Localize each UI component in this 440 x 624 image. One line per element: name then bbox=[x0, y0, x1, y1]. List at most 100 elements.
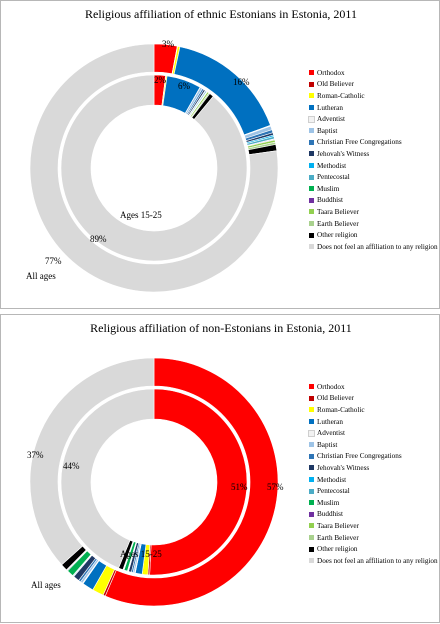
slice-all-ages-does-not-feel-an-affiliation-to-any-religion bbox=[29, 43, 279, 293]
legend-item-christian-free-congregations: Christian Free Congregations bbox=[309, 451, 439, 463]
legend-item-other-religion: Other religion bbox=[309, 229, 439, 241]
label-outer-lutheran: 16% bbox=[233, 77, 250, 87]
legend-item-earth-believer: Earth Believer bbox=[309, 532, 439, 544]
legend-label: Old Believer bbox=[317, 80, 354, 89]
legend-swatch bbox=[308, 429, 315, 437]
legend-swatch bbox=[309, 139, 314, 145]
legend-swatch bbox=[309, 535, 314, 541]
slice-ages-15-25-orthodox bbox=[149, 388, 248, 576]
legend-label: Orthodox bbox=[317, 68, 345, 77]
legend-item-lutheran: Lutheran bbox=[309, 102, 439, 114]
donut-chart bbox=[29, 357, 279, 607]
legend-item-christian-free-congregations: Christian Free Congregations bbox=[309, 137, 439, 149]
legend-item-earth-believer: Earth Believer bbox=[309, 218, 439, 230]
legend-item-does-not-feel-an-affiliation-to-any-religion: Does not feel an affiliation to any reli… bbox=[309, 555, 439, 567]
legend-label: Christian Free Congregations bbox=[317, 138, 402, 147]
legend-label: Buddhist bbox=[317, 510, 343, 519]
legend-item-jehovah-s-witness: Jehovah's Witness bbox=[309, 148, 439, 160]
label-inner-no-religion: 44% bbox=[63, 461, 80, 471]
legend-label: Muslim bbox=[317, 184, 340, 193]
legend-swatch bbox=[309, 558, 314, 564]
legend-swatch bbox=[309, 488, 314, 494]
legend-label: Adventist bbox=[317, 115, 345, 124]
legend-label: Other religion bbox=[317, 231, 358, 240]
legend-swatch bbox=[309, 174, 314, 180]
legend-label: Lutheran bbox=[317, 417, 343, 426]
legend-label: Orthodox bbox=[317, 382, 345, 391]
legend-item-adventist: Adventist bbox=[308, 113, 439, 125]
legend-label: Jehovah's Witness bbox=[317, 463, 370, 472]
legend-label: Roman-Catholic bbox=[317, 91, 365, 100]
label-outer-no-religion: 37% bbox=[27, 450, 44, 460]
legend-item-taara-believer: Taara Believer bbox=[309, 206, 439, 218]
legend-swatch bbox=[309, 442, 314, 448]
chart-panel-estonians: Religious affiliation of ethnic Estonian… bbox=[0, 0, 440, 309]
legend-item-orthodox: Orthodox bbox=[309, 381, 439, 393]
slice-all-ages-does-not-feel-an-affiliation-to-any-religion bbox=[29, 357, 155, 566]
legend-swatch bbox=[309, 384, 314, 390]
legend-label: Does not feel an affiliation to any reli… bbox=[317, 242, 438, 251]
legend-item-old-believer: Old Believer bbox=[309, 393, 439, 405]
legend-label: Lutheran bbox=[317, 103, 343, 112]
legend-item-pentecostal: Pentecostal bbox=[309, 171, 439, 183]
legend-item-jehovah-s-witness: Jehovah's Witness bbox=[309, 462, 439, 474]
legend-swatch bbox=[309, 93, 314, 99]
legend-swatch bbox=[309, 500, 314, 506]
legend-swatch bbox=[309, 465, 314, 471]
slice-ages-15-25-does-not-feel-an-affiliation-to-any-religion bbox=[60, 388, 155, 569]
legend-item-baptist: Baptist bbox=[309, 125, 439, 137]
legend-item-roman-catholic: Roman-Catholic bbox=[309, 90, 439, 102]
legend-label: Christian Free Congregations bbox=[317, 452, 402, 461]
legend-swatch bbox=[309, 523, 314, 529]
legend-swatch bbox=[309, 186, 314, 192]
legend-item-old-believer: Old Believer bbox=[309, 79, 439, 91]
donut-chart bbox=[29, 43, 279, 293]
label-outer-series: All ages bbox=[26, 271, 56, 281]
legend-label: Muslim bbox=[317, 498, 340, 507]
legend-label: Earth Believer bbox=[317, 219, 359, 228]
legend-label: Pentecostal bbox=[317, 173, 350, 182]
slice-ages-15-25-does-not-feel-an-affiliation-to-any-religion bbox=[60, 74, 248, 262]
legend-swatch bbox=[309, 407, 314, 413]
label-inner-lutheran: 6% bbox=[178, 81, 190, 91]
label-inner-series: Ages 15-25 bbox=[120, 549, 162, 559]
legend-swatch bbox=[309, 546, 314, 552]
legend-label: Baptist bbox=[317, 440, 338, 449]
legend-label: Jehovah's Witness bbox=[317, 149, 370, 158]
legend-item-methodist: Methodist bbox=[309, 474, 439, 486]
legend-swatch bbox=[309, 209, 314, 215]
legend-swatch bbox=[309, 221, 314, 227]
legend-swatch bbox=[309, 511, 314, 517]
legend-item-orthodox: Orthodox bbox=[309, 67, 439, 79]
legend-swatch bbox=[309, 105, 314, 111]
legend-swatch bbox=[309, 232, 314, 238]
legend-swatch bbox=[309, 419, 314, 425]
label-inner-orthodox: 2% bbox=[154, 75, 166, 85]
legend-item-methodist: Methodist bbox=[309, 160, 439, 172]
legend-label: Roman-Catholic bbox=[317, 405, 365, 414]
legend-swatch bbox=[309, 395, 314, 401]
legend-item-muslim: Muslim bbox=[309, 183, 439, 195]
legend-label: Does not feel an affiliation to any reli… bbox=[317, 556, 438, 565]
legend-swatch bbox=[309, 128, 314, 134]
legend-label: Methodist bbox=[317, 161, 347, 170]
legend-item-muslim: Muslim bbox=[309, 497, 439, 509]
legend-item-taara-believer: Taara Believer bbox=[309, 520, 439, 532]
label-inner-series: Ages 15-25 bbox=[120, 210, 162, 220]
legend-label: Methodist bbox=[317, 475, 347, 484]
chart-title: Religious affiliation of ethnic Estonian… bbox=[85, 7, 357, 21]
label-outer-series: All ages bbox=[31, 580, 61, 590]
legend-label: Buddhist bbox=[317, 196, 343, 205]
legend: Orthodox Old Believer Roman-Catholic Luther… bbox=[308, 67, 439, 253]
label-outer-no-religion: 77% bbox=[45, 256, 62, 266]
legend-swatch bbox=[309, 244, 314, 250]
legend-label: Pentecostal bbox=[317, 487, 350, 496]
label-outer-orthodox: 57% bbox=[267, 482, 284, 492]
legend-item-pentecostal: Pentecostal bbox=[309, 485, 439, 497]
chart-title: Religious affiliation of non-Estonians i… bbox=[90, 321, 352, 335]
legend-label: Taara Believer bbox=[317, 521, 359, 530]
legend-item-roman-catholic: Roman-Catholic bbox=[309, 404, 439, 416]
legend-item-lutheran: Lutheran bbox=[309, 416, 439, 428]
legend-swatch bbox=[309, 70, 314, 76]
legend-label: Taara Believer bbox=[317, 207, 359, 216]
